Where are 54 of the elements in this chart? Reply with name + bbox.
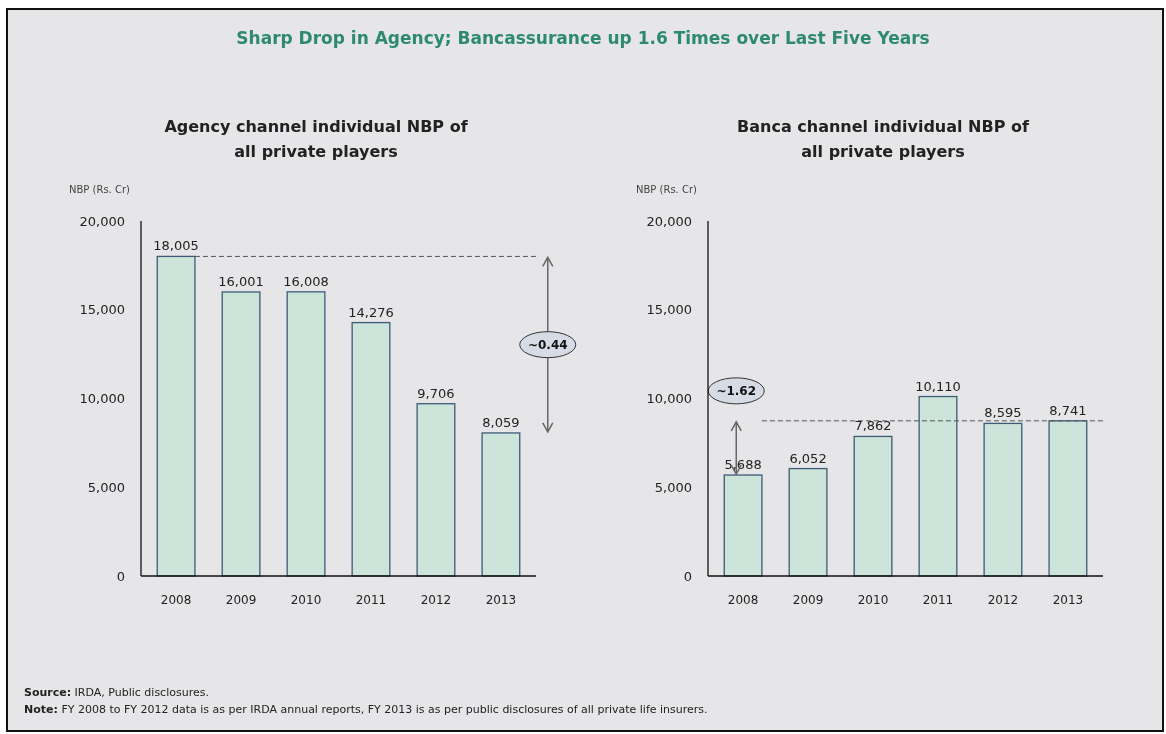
chart-title: Banca channel individual NBP of all private players [737,117,1030,161]
y-tick-label: 20,000 [79,213,125,229]
bar [723,474,763,577]
bar [481,432,521,577]
bar [286,291,326,577]
annotation: ~0.44 [527,337,568,352]
data-label: 9,706 [417,385,455,401]
data-label: 8,741 [1049,402,1087,418]
x-tick-label: 2010 [857,593,889,607]
x-tick-label: 2012 [420,593,452,607]
x-tick-label: 2008 [160,593,192,607]
bar [983,422,1023,577]
y-tick-label: 0 [683,568,692,584]
y-tick-label: 10,000 [646,391,692,407]
text: Sharp Drop in Agency; Bancassurance up 1.6 Times over Last Five Years [236,28,930,48]
data-label: 6,052 [789,450,827,466]
bar [416,403,456,577]
data-label: 10,110 [915,378,961,394]
annotation: ~1.62 [716,384,757,399]
text: Note: FY 2008 to FY 2012 data is as per IRDA annual reports, FY 2013 is as per public disclosures of all private life insurers. [24,703,708,716]
x-tick-label: 2008 [727,593,759,607]
y-axis-title: NBP (Rs. Cr) [69,184,131,195]
x-tick-label: 2013 [1052,593,1084,607]
y-tick-label: 5,000 [654,479,692,495]
data-label: 8,595 [984,405,1022,421]
bar [853,435,893,577]
bar [221,291,261,577]
bar [1048,420,1088,577]
data-label: 16,008 [283,273,329,289]
x-tick-label: 2010 [290,593,322,607]
x-tick-label: 2012 [987,593,1019,607]
y-tick-label: 5,000 [87,479,125,495]
data-label: 16,001 [218,273,264,289]
y-tick-label: 15,000 [646,302,692,318]
bar [788,467,828,577]
y-tick-label: 0 [116,568,125,584]
data-label: 14,276 [348,304,394,320]
source-note: Source: IRDA, Public disclosures. [24,686,209,699]
bar [351,321,391,577]
y-tick-label: 20,000 [646,213,692,229]
data-label: 18,005 [153,238,199,254]
y-tick-label: 10,000 [79,391,125,407]
x-tick-label: 2009 [225,593,257,607]
bar [918,395,958,577]
bar [156,255,196,577]
data-label: 8,059 [482,414,520,430]
chart-title: Agency channel individual NBP of all private players [164,117,469,161]
x-tick-label: 2011 [355,593,387,607]
x-tick-label: 2013 [485,593,517,607]
y-axis-title: NBP (Rs. Cr) [636,184,698,195]
y-tick-label: 15,000 [79,302,125,318]
x-tick-label: 2011 [922,593,954,607]
x-tick-label: 2009 [792,593,824,607]
data-label: 7,862 [854,418,892,434]
